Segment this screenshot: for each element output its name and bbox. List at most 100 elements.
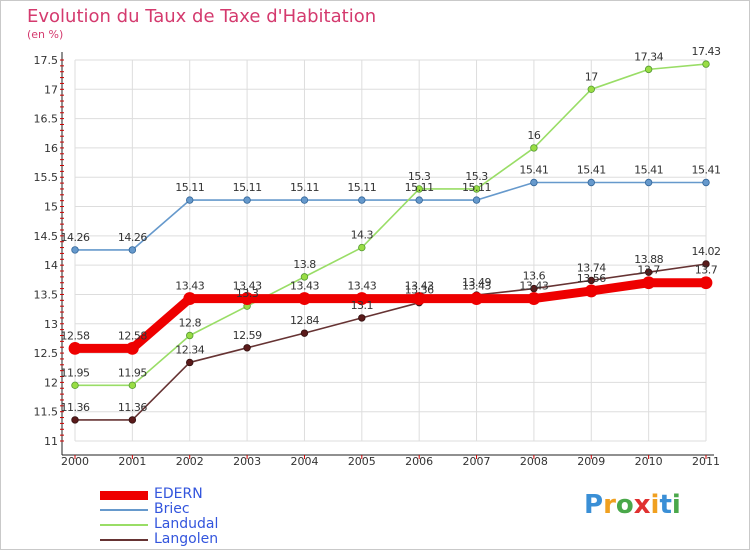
point-edern-2006 (412, 292, 426, 305)
point-langolen-2000 (71, 416, 79, 424)
data-label-landudal-2004: 13.8 (293, 258, 316, 271)
point-briec-2003 (243, 196, 251, 204)
x-tick-label: 2001 (118, 455, 146, 468)
y-tick-label: 17.5 (34, 54, 59, 67)
data-label-briec-2003: 15.11 (233, 181, 262, 194)
data-label-edern-2005: 13.43 (347, 280, 376, 293)
data-label-langolen-2001: 11.36 (118, 401, 147, 414)
point-landudal-2004 (300, 273, 309, 281)
legend-item-landudal: Landudal (100, 516, 300, 532)
point-langolen-2002 (186, 358, 194, 367)
point-langolen-2004 (300, 329, 309, 337)
point-briec-2007 (472, 196, 481, 204)
y-tick-label: 17 (44, 83, 58, 96)
y-tick-label: 15 (44, 201, 58, 214)
data-label-briec-2001: 14.26 (118, 231, 147, 244)
data-label-langolen-2006: 13.36 (405, 284, 434, 297)
point-edern-2005 (355, 292, 369, 305)
data-label-briec-2004: 15.11 (290, 181, 319, 194)
point-edern-2008 (527, 292, 541, 305)
y-tick-label: 15.5 (34, 171, 59, 184)
x-tick-label: 2009 (577, 455, 605, 468)
point-edern-2002 (183, 292, 197, 305)
y-tick-label: 14 (44, 259, 58, 272)
data-label-landudal-2000: 11.95 (61, 366, 90, 379)
x-tick-label: 2010 (635, 455, 663, 468)
data-label-langolen-2004: 12.84 (290, 314, 319, 327)
point-edern-2003 (240, 292, 254, 305)
point-landudal-2001 (128, 381, 137, 390)
point-briec-2004 (300, 196, 309, 204)
x-tick-label: 2002 (176, 455, 204, 468)
data-label-edern-2003: 13.43 (233, 280, 262, 293)
point-briec-2011 (702, 178, 710, 187)
chart-title: Evolution du Taux de Taxe d'Habitation (27, 6, 377, 27)
point-langolen-2010 (644, 268, 653, 276)
data-label-edern-2004: 13.43 (290, 280, 319, 293)
y-tick-label: 16.5 (34, 113, 59, 126)
point-langolen-2005 (358, 314, 366, 322)
point-edern-2000 (68, 341, 82, 355)
data-label-edern-2007: 13.43 (462, 280, 491, 293)
legend-swatch-briec (100, 509, 148, 511)
legend-item-langolen: Langolen (100, 531, 300, 547)
y-tick-label: 12.5 (34, 347, 59, 360)
data-label-langolen-2009: 13.74 (577, 261, 606, 274)
data-label-edern-2008: 13.43 (519, 280, 548, 293)
point-landudal-2011 (702, 60, 710, 68)
data-label-briec-2008: 15.41 (519, 164, 548, 177)
series-line-edern (70, 278, 711, 353)
data-label-langolen-2007: 13.49 (462, 276, 491, 289)
data-label-briec-2009: 15.41 (577, 164, 606, 177)
data-label-landudal-2006: 15.3 (408, 170, 431, 183)
point-landudal-2006 (415, 185, 423, 193)
point-landudal-2009 (587, 85, 595, 94)
data-label-landudal-2008: 16 (527, 129, 540, 142)
y-tick-label: 14.5 (34, 230, 59, 243)
legend-swatch-edern (100, 490, 148, 500)
point-briec-2010 (644, 178, 653, 187)
point-edern-2001 (125, 341, 139, 355)
data-label-langolen-2003: 12.59 (233, 329, 262, 342)
data-label-edern-2010: 13.7 (637, 264, 660, 277)
series-line-landudal (74, 63, 707, 387)
data-label-langolen-2000: 11.36 (61, 401, 90, 414)
x-tick-label: 2003 (233, 455, 261, 468)
data-label-landudal-2003: 13.3 (236, 287, 259, 300)
data-label-briec-2000: 14.26 (61, 231, 90, 244)
data-label-landudal-2011: 17.43 (692, 45, 721, 58)
point-landudal-2007 (472, 185, 481, 193)
point-landudal-2002 (186, 331, 194, 340)
point-edern-2007 (470, 292, 483, 305)
data-label-briec-2007: 15.11 (462, 181, 491, 194)
data-label-landudal-2005: 14.3 (351, 229, 374, 242)
y-tick-label: 11 (44, 435, 58, 448)
data-label-edern-2000: 12.58 (61, 329, 90, 342)
data-label-edern-2002: 13.43 (175, 280, 204, 293)
data-label-langolen-2005: 13.1 (351, 299, 374, 312)
point-briec-2009 (587, 178, 595, 187)
data-label-edern-2001: 12.58 (118, 329, 147, 342)
point-edern-2010 (642, 276, 656, 290)
y-tick-label: 12 (44, 376, 58, 389)
point-langolen-2011 (702, 260, 710, 268)
data-label-briec-2011: 15.41 (692, 164, 721, 177)
point-landudal-2005 (358, 243, 366, 252)
x-tick-label: 2007 (463, 455, 491, 468)
x-tick-label: 2005 (348, 455, 376, 468)
x-tick-label: 2000 (61, 455, 89, 468)
data-label-landudal-2001: 11.95 (118, 366, 147, 379)
legend-swatch-landudal (100, 524, 148, 526)
point-briec-2001 (128, 246, 137, 254)
data-label-landudal-2007: 15.3 (465, 170, 488, 183)
y-tick-label: 11.5 (34, 406, 59, 419)
legend-label-briec: Briec (154, 501, 190, 517)
series-line-briec (74, 181, 707, 251)
data-label-landudal-2009: 17 (585, 70, 598, 83)
point-briec-2005 (358, 196, 366, 204)
point-langolen-2008 (530, 284, 538, 293)
point-langolen-2009 (587, 276, 595, 285)
x-tick-label: 2008 (520, 455, 548, 468)
x-tick-label: 2004 (290, 455, 318, 468)
y-tick-label: 13 (44, 318, 58, 331)
